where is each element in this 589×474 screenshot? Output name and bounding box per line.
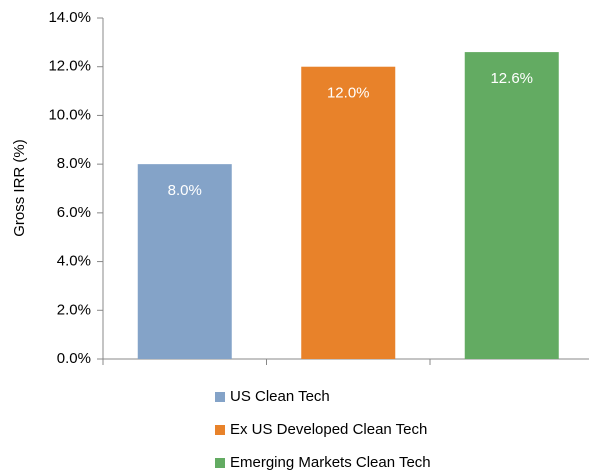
legend-label: Ex US Developed Clean Tech xyxy=(230,421,427,438)
legend-label: US Clean Tech xyxy=(230,388,330,405)
y-tick-label: 12.0% xyxy=(48,58,91,75)
y-axis-label: Gross IRR (%) xyxy=(11,139,28,237)
value-label: 12.0% xyxy=(327,85,370,102)
value-label: 12.6% xyxy=(490,70,533,87)
y-tick-label: 6.0% xyxy=(57,204,91,221)
legend-label: Emerging Markets Clean Tech xyxy=(230,454,431,471)
legend-swatch xyxy=(215,392,225,402)
y-tick-label: 0.0% xyxy=(57,350,91,367)
value-label: 8.0% xyxy=(168,182,202,199)
bar xyxy=(137,164,232,359)
bar xyxy=(301,66,396,359)
y-tick-label: 4.0% xyxy=(57,253,91,270)
legend-swatch xyxy=(215,425,225,435)
legend-swatch xyxy=(215,458,225,468)
y-tick-label: 2.0% xyxy=(57,301,91,318)
y-tick-label: 14.0% xyxy=(48,9,91,26)
y-tick-label: 8.0% xyxy=(57,155,91,172)
bar xyxy=(464,52,559,359)
y-tick-label: 10.0% xyxy=(48,106,91,123)
